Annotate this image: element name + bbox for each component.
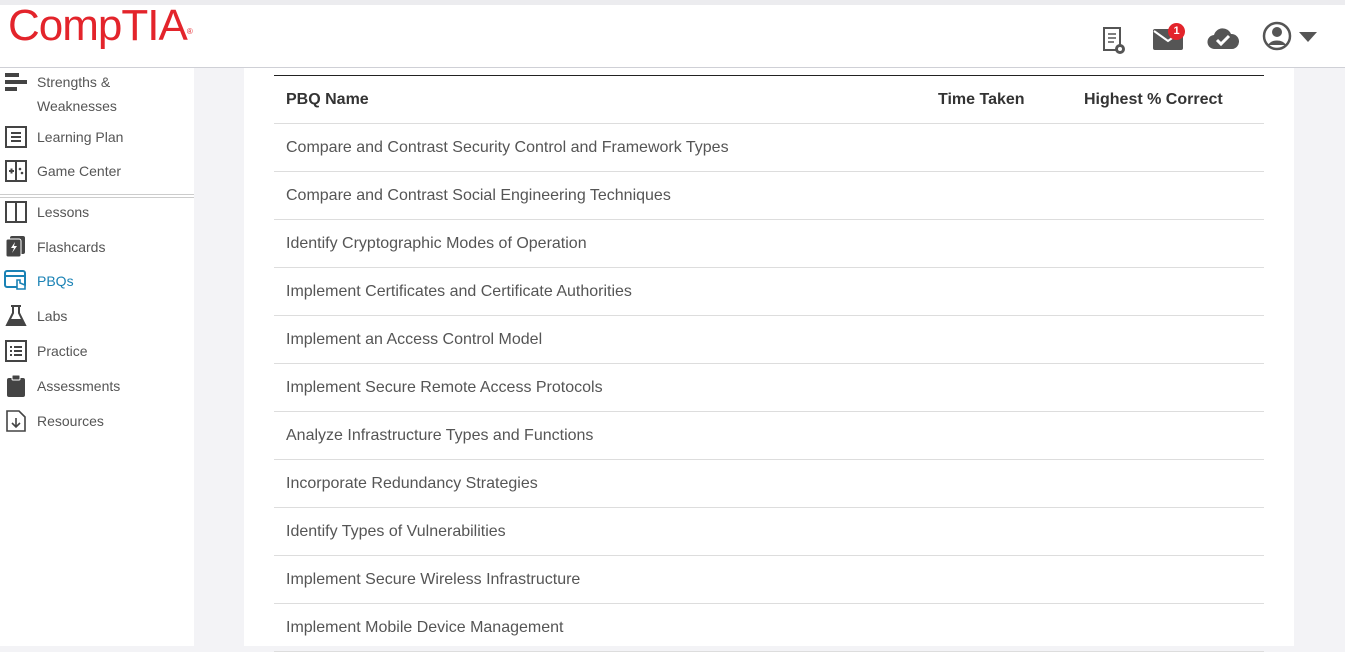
sidebar-item-learning-plan[interactable]: Learning Plan — [0, 125, 194, 149]
practice-icon — [4, 339, 28, 363]
time-taken — [926, 507, 1072, 556]
time-taken — [926, 411, 1072, 460]
highest-correct — [1072, 267, 1264, 316]
time-taken — [926, 123, 1072, 172]
sidebar-item-practice[interactable]: Practice — [0, 339, 194, 363]
table-row[interactable]: Identify Cryptographic Modes of Operatio… — [274, 219, 1264, 268]
sidebar-item-resources[interactable]: Resources — [0, 409, 194, 433]
assessments-icon — [4, 374, 28, 398]
table-row[interactable]: Compare and Contrast Security Control an… — [274, 123, 1264, 172]
time-taken — [926, 219, 1072, 268]
time-taken — [926, 459, 1072, 508]
table-row[interactable]: Compare and Contrast Social Engineering … — [274, 171, 1264, 220]
time-taken — [926, 555, 1072, 604]
pbq-name[interactable]: Compare and Contrast Security Control an… — [274, 123, 926, 172]
strengths-icon — [4, 70, 28, 94]
table-row[interactable]: Implement Secure Remote Access Protocols — [274, 363, 1264, 412]
mail-badge: 1 — [1168, 23, 1185, 40]
learning-plan-icon — [4, 125, 28, 149]
sidebar: Strengths & Weaknesses Learning Plan Game… — [0, 68, 194, 646]
highest-correct — [1072, 219, 1264, 268]
pbq-name[interactable]: Analyze Infrastructure Types and Functio… — [274, 411, 926, 460]
resources-icon — [4, 409, 28, 433]
cloud-check-icon[interactable] — [1207, 27, 1239, 51]
top-strip — [0, 0, 1345, 5]
time-taken — [926, 315, 1072, 364]
pbqs-icon — [4, 269, 28, 293]
highest-correct — [1072, 603, 1264, 652]
time-taken — [926, 267, 1072, 316]
highest-correct — [1072, 411, 1264, 460]
sidebar-item-pbqs[interactable]: PBQs — [0, 269, 194, 293]
pbq-name[interactable]: Implement Mobile Device Management — [274, 603, 926, 652]
pbq-name[interactable]: Implement an Access Control Model — [274, 315, 926, 364]
table-row[interactable]: Implement Certificates and Certificate A… — [274, 267, 1264, 316]
game-center-icon — [4, 159, 28, 183]
highest-correct — [1072, 171, 1264, 220]
sidebar-item-labs[interactable]: Labs — [0, 304, 194, 328]
sidebar-item-flashcards[interactable]: Flashcards — [0, 235, 194, 259]
certificate-icon[interactable] — [1102, 27, 1126, 55]
pbq-name[interactable]: Compare and Contrast Social Engineering … — [274, 171, 926, 220]
user-icon[interactable] — [1262, 21, 1292, 51]
column-pbq-name[interactable]: PBQ Name — [274, 75, 926, 124]
table-row[interactable]: Incorporate Redundancy Strategies — [274, 459, 1264, 508]
table-row[interactable]: Implement Secure Wireless Infrastructure — [274, 555, 1264, 604]
highest-correct — [1072, 507, 1264, 556]
pbq-name[interactable]: Implement Certificates and Certificate A… — [274, 267, 926, 316]
highest-correct — [1072, 555, 1264, 604]
comptia-logo[interactable]: CompTIA® — [8, 1, 193, 50]
pbq-card: PBQ Name Time Taken Highest % Correct Co… — [244, 68, 1294, 652]
sidebar-item-game-center[interactable]: Game Center — [0, 159, 194, 183]
pbq-name[interactable]: Incorporate Redundancy Strategies — [274, 459, 926, 508]
time-taken — [926, 171, 1072, 220]
table-row[interactable]: Implement an Access Control Model — [274, 315, 1264, 364]
table-row[interactable]: Identify Types of Vulnerabilities — [274, 507, 1264, 556]
sidebar-item-strengths-weaknesses[interactable]: Strengths & Weaknesses — [0, 70, 194, 118]
sidebar-item-assessments[interactable]: Assessments — [0, 374, 194, 398]
pbq-table: PBQ Name Time Taken Highest % Correct Co… — [274, 75, 1264, 652]
table-header-row: PBQ Name Time Taken Highest % Correct — [274, 75, 1264, 124]
time-taken — [926, 603, 1072, 652]
column-highest-correct[interactable]: Highest % Correct — [1072, 75, 1264, 124]
sidebar-divider — [0, 194, 194, 198]
lessons-icon — [4, 200, 28, 224]
pbq-name[interactable]: Implement Secure Wireless Infrastructure — [274, 555, 926, 604]
time-taken — [926, 363, 1072, 412]
highest-correct — [1072, 363, 1264, 412]
pbq-name[interactable]: Identify Cryptographic Modes of Operatio… — [274, 219, 926, 268]
highest-correct — [1072, 123, 1264, 172]
pbq-name[interactable]: Implement Secure Remote Access Protocols — [274, 363, 926, 412]
column-time-taken[interactable]: Time Taken — [926, 75, 1072, 124]
table-row[interactable]: Implement Mobile Device Management — [274, 603, 1264, 652]
highest-correct — [1072, 459, 1264, 508]
flashcards-icon — [4, 235, 28, 259]
pbq-name[interactable]: Identify Types of Vulnerabilities — [274, 507, 926, 556]
highest-correct — [1072, 315, 1264, 364]
table-row[interactable]: Analyze Infrastructure Types and Functio… — [274, 411, 1264, 460]
caret-down-icon[interactable] — [1299, 32, 1317, 42]
header: CompTIA® 1 — [0, 1, 1345, 68]
sidebar-item-lessons[interactable]: Lessons — [0, 200, 194, 224]
labs-icon — [4, 304, 28, 328]
